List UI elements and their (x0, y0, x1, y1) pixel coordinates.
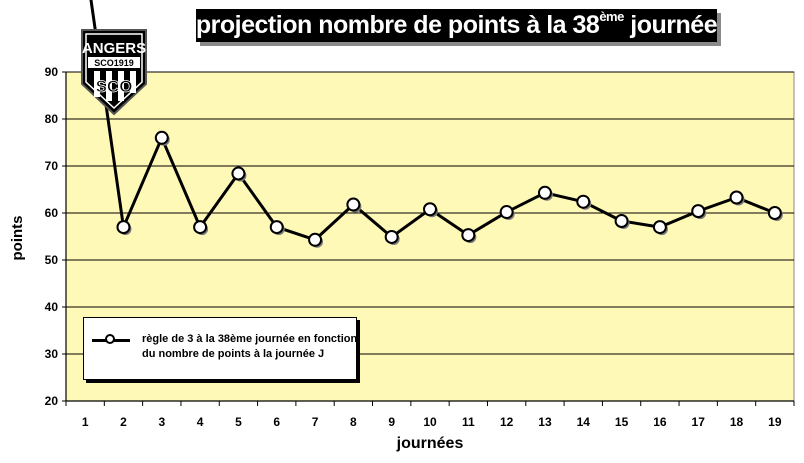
data-point-17 (691, 204, 706, 219)
x-tick-label-17: 17 (692, 415, 706, 429)
y-tick-labels: 20 30 40 50 60 70 80 90 (45, 65, 59, 408)
y-axis-label: points (9, 216, 26, 261)
data-point-7 (308, 232, 323, 247)
x-tick-label-11: 11 (462, 415, 475, 429)
legend-marker-icon (105, 334, 115, 344)
x-tick-label-12: 12 (500, 415, 514, 429)
x-tick-label-6: 6 (273, 415, 280, 429)
data-point-2 (116, 220, 131, 235)
x-tick-label-16: 16 (653, 415, 667, 429)
x-tick-label-7: 7 (312, 415, 319, 429)
y-tick-label-30: 30 (45, 347, 59, 361)
y-tick-label-20: 20 (45, 394, 59, 408)
x-tick-label-14: 14 (577, 415, 591, 429)
chart-title: projection nombre de points à la 38ème j… (195, 8, 718, 39)
data-point-10 (423, 202, 437, 217)
logo-ribbon: SCO1919 (94, 58, 134, 68)
x-tick-labels: 1 2 3 4 5 6 7 8 9 10 11 12 13 14 15 16 17 18 19 (82, 415, 782, 429)
y-tick-label-70: 70 (45, 159, 59, 173)
data-point-8 (346, 197, 361, 212)
x-tick-label-10: 10 (423, 415, 437, 429)
series-projection (89, 0, 783, 248)
x-tick-label-3: 3 (158, 415, 165, 429)
x-tick-label-15: 15 (615, 415, 629, 429)
x-tick-label-4: 4 (197, 415, 204, 429)
y-tick-label-50: 50 (45, 253, 59, 267)
data-point-9 (384, 229, 399, 244)
logo-name: ANGERS (82, 40, 146, 57)
x-tick-label-19: 19 (768, 415, 782, 429)
data-point-6 (269, 220, 284, 235)
x-tick-label-13: 13 (538, 415, 552, 429)
logo-monogram: SCO (96, 77, 133, 96)
y-tick-label-60: 60 (45, 206, 59, 220)
angers-sco-logo: ANGERS SCO1919 SCO (81, 29, 147, 116)
data-point-3 (154, 130, 169, 145)
data-point-14 (576, 194, 591, 209)
data-point-4 (193, 220, 208, 235)
data-point-19 (767, 206, 782, 220)
x-tick-label-18: 18 (730, 415, 744, 429)
legend-label: règle de 3 à la 38ème journée en fonctio… (142, 332, 358, 362)
chart-title-box: projection nombre de points à la 38ème j… (195, 8, 718, 42)
axes (62, 71, 795, 406)
x-axis-label: journées (396, 435, 464, 452)
data-point-16 (652, 220, 667, 235)
data-point-13 (537, 185, 552, 200)
y-tick-label-90: 90 (45, 65, 59, 79)
data-point-18 (729, 190, 744, 205)
legend-label-line-1: règle de 3 à la 38ème journée en fonctio… (142, 333, 358, 345)
legend: règle de 3 à la 38ème journée en fonctio… (83, 317, 357, 380)
x-tick-label-1: 1 (82, 415, 89, 429)
x-tick-label-2: 2 (120, 415, 127, 429)
x-tick-label-5: 5 (235, 415, 242, 429)
data-point-5 (231, 166, 246, 181)
y-tick-label-80: 80 (45, 112, 59, 126)
legend-label-line-2: du nombre de points à la journée J (142, 348, 325, 360)
data-point-15 (614, 213, 629, 228)
data-point-12 (499, 205, 514, 220)
y-tick-label-40: 40 (45, 300, 59, 314)
data-point-11 (461, 228, 476, 243)
x-tick-label-9: 9 (388, 415, 395, 429)
x-tick-label-8: 8 (350, 415, 357, 429)
